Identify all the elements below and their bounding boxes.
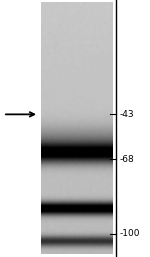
Text: -68: -68 [120, 155, 135, 164]
Text: -100: -100 [120, 229, 141, 238]
Text: -43: -43 [120, 110, 135, 119]
